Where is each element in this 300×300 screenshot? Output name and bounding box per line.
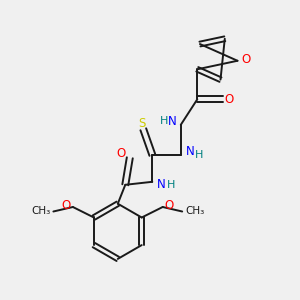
Text: O: O (165, 199, 174, 212)
Text: O: O (62, 199, 71, 212)
Text: S: S (138, 117, 146, 130)
Text: H: H (160, 116, 169, 126)
Text: CH₃: CH₃ (31, 206, 50, 216)
Text: O: O (241, 53, 250, 66)
Text: H: H (195, 150, 203, 160)
Text: N: N (167, 115, 176, 128)
Text: CH₃: CH₃ (185, 206, 204, 216)
Text: O: O (225, 93, 234, 106)
Text: H: H (167, 180, 175, 190)
Text: N: N (185, 145, 194, 158)
Text: N: N (157, 178, 166, 191)
Text: O: O (117, 147, 126, 160)
